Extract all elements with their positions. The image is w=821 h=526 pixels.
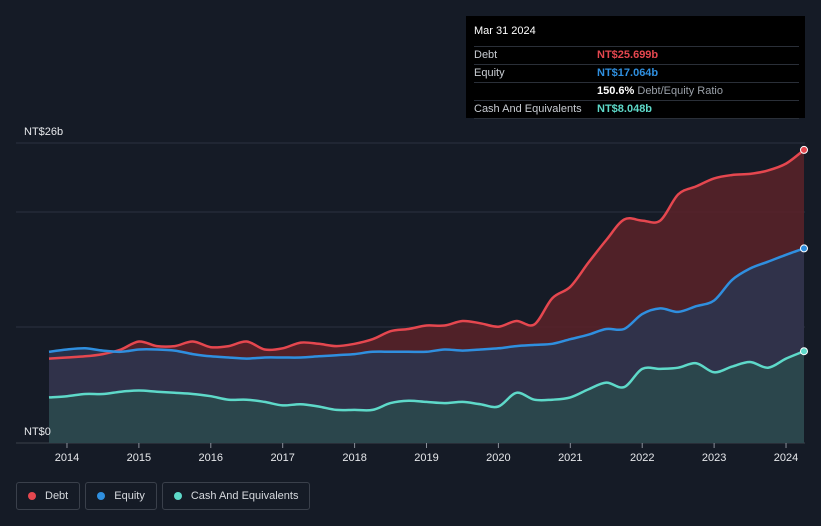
series-end-marker-debt	[800, 145, 808, 154]
tooltip-ratio: 150.6% Debt/Equity Ratio	[597, 83, 723, 100]
x-tick-label: 2015	[127, 452, 151, 464]
x-tick-label: 2021	[558, 452, 582, 464]
y-axis-top-label: NT$26b	[24, 126, 63, 138]
debt-dot-icon	[28, 492, 36, 500]
x-tick-label: 2020	[486, 452, 510, 464]
chart-legend: Debt Equity Cash And Equivalents	[16, 482, 315, 510]
legend-item-debt[interactable]: Debt	[16, 482, 81, 510]
tooltip-row-cash: Cash And Equivalents NT$8.048b	[474, 101, 799, 119]
series-area-cash	[49, 351, 804, 443]
tooltip-row-ratio: 150.6% Debt/Equity Ratio	[474, 83, 799, 101]
tooltip-row-debt: Debt NT$25.699b	[474, 47, 799, 65]
x-tick-label: 2024	[774, 452, 798, 464]
series-end-marker-cash	[800, 347, 808, 356]
x-tick-label: 2019	[414, 452, 438, 464]
tooltip-equity-value: NT$17.064b	[597, 67, 659, 79]
series-line-cash	[48, 350, 805, 412]
tooltip-equity-label: Equity	[474, 67, 505, 79]
series-line-equity	[48, 247, 805, 360]
cash-dot-icon	[173, 492, 182, 500]
legend-item-cash[interactable]: Cash And Equivalents	[161, 482, 311, 510]
tooltip-date: Mar 31 2024	[474, 16, 799, 47]
tooltip-row-equity: Equity NT$17.064b	[474, 65, 799, 83]
legend-cash-label: Cash And Equivalents	[190, 490, 299, 502]
data-tooltip: Mar 31 2024 Debt NT$25.699b Equity NT$17…	[466, 16, 805, 119]
equity-dot-icon	[97, 492, 106, 500]
legend-item-equity[interactable]: Equity	[85, 482, 157, 510]
tooltip-debt-value: NT$25.699b	[597, 49, 659, 61]
x-tick-label: 2016	[199, 452, 223, 464]
series-line-debt	[48, 148, 805, 360]
tooltip-ratio-label: Debt/Equity Ratio	[637, 85, 723, 97]
legend-debt-label: Debt	[45, 490, 69, 502]
x-tick-label: 2014	[55, 452, 79, 464]
tooltip-cash-value: NT$8.048b	[597, 103, 653, 115]
x-tick-label: 2017	[270, 452, 294, 464]
tooltip-debt-label: Debt	[474, 49, 498, 61]
tooltip-cash-label: Cash And Equivalents	[474, 103, 582, 115]
legend-equity-label: Equity	[114, 490, 145, 502]
x-tick-label: 2022	[630, 452, 654, 464]
series-end-marker-equity	[800, 244, 808, 253]
tooltip-ratio-value: 150.6%	[597, 85, 635, 97]
x-tick-label: 2023	[702, 452, 726, 464]
x-tick-label: 2018	[342, 452, 366, 464]
y-axis-bottom-label: NT$0	[24, 426, 51, 438]
